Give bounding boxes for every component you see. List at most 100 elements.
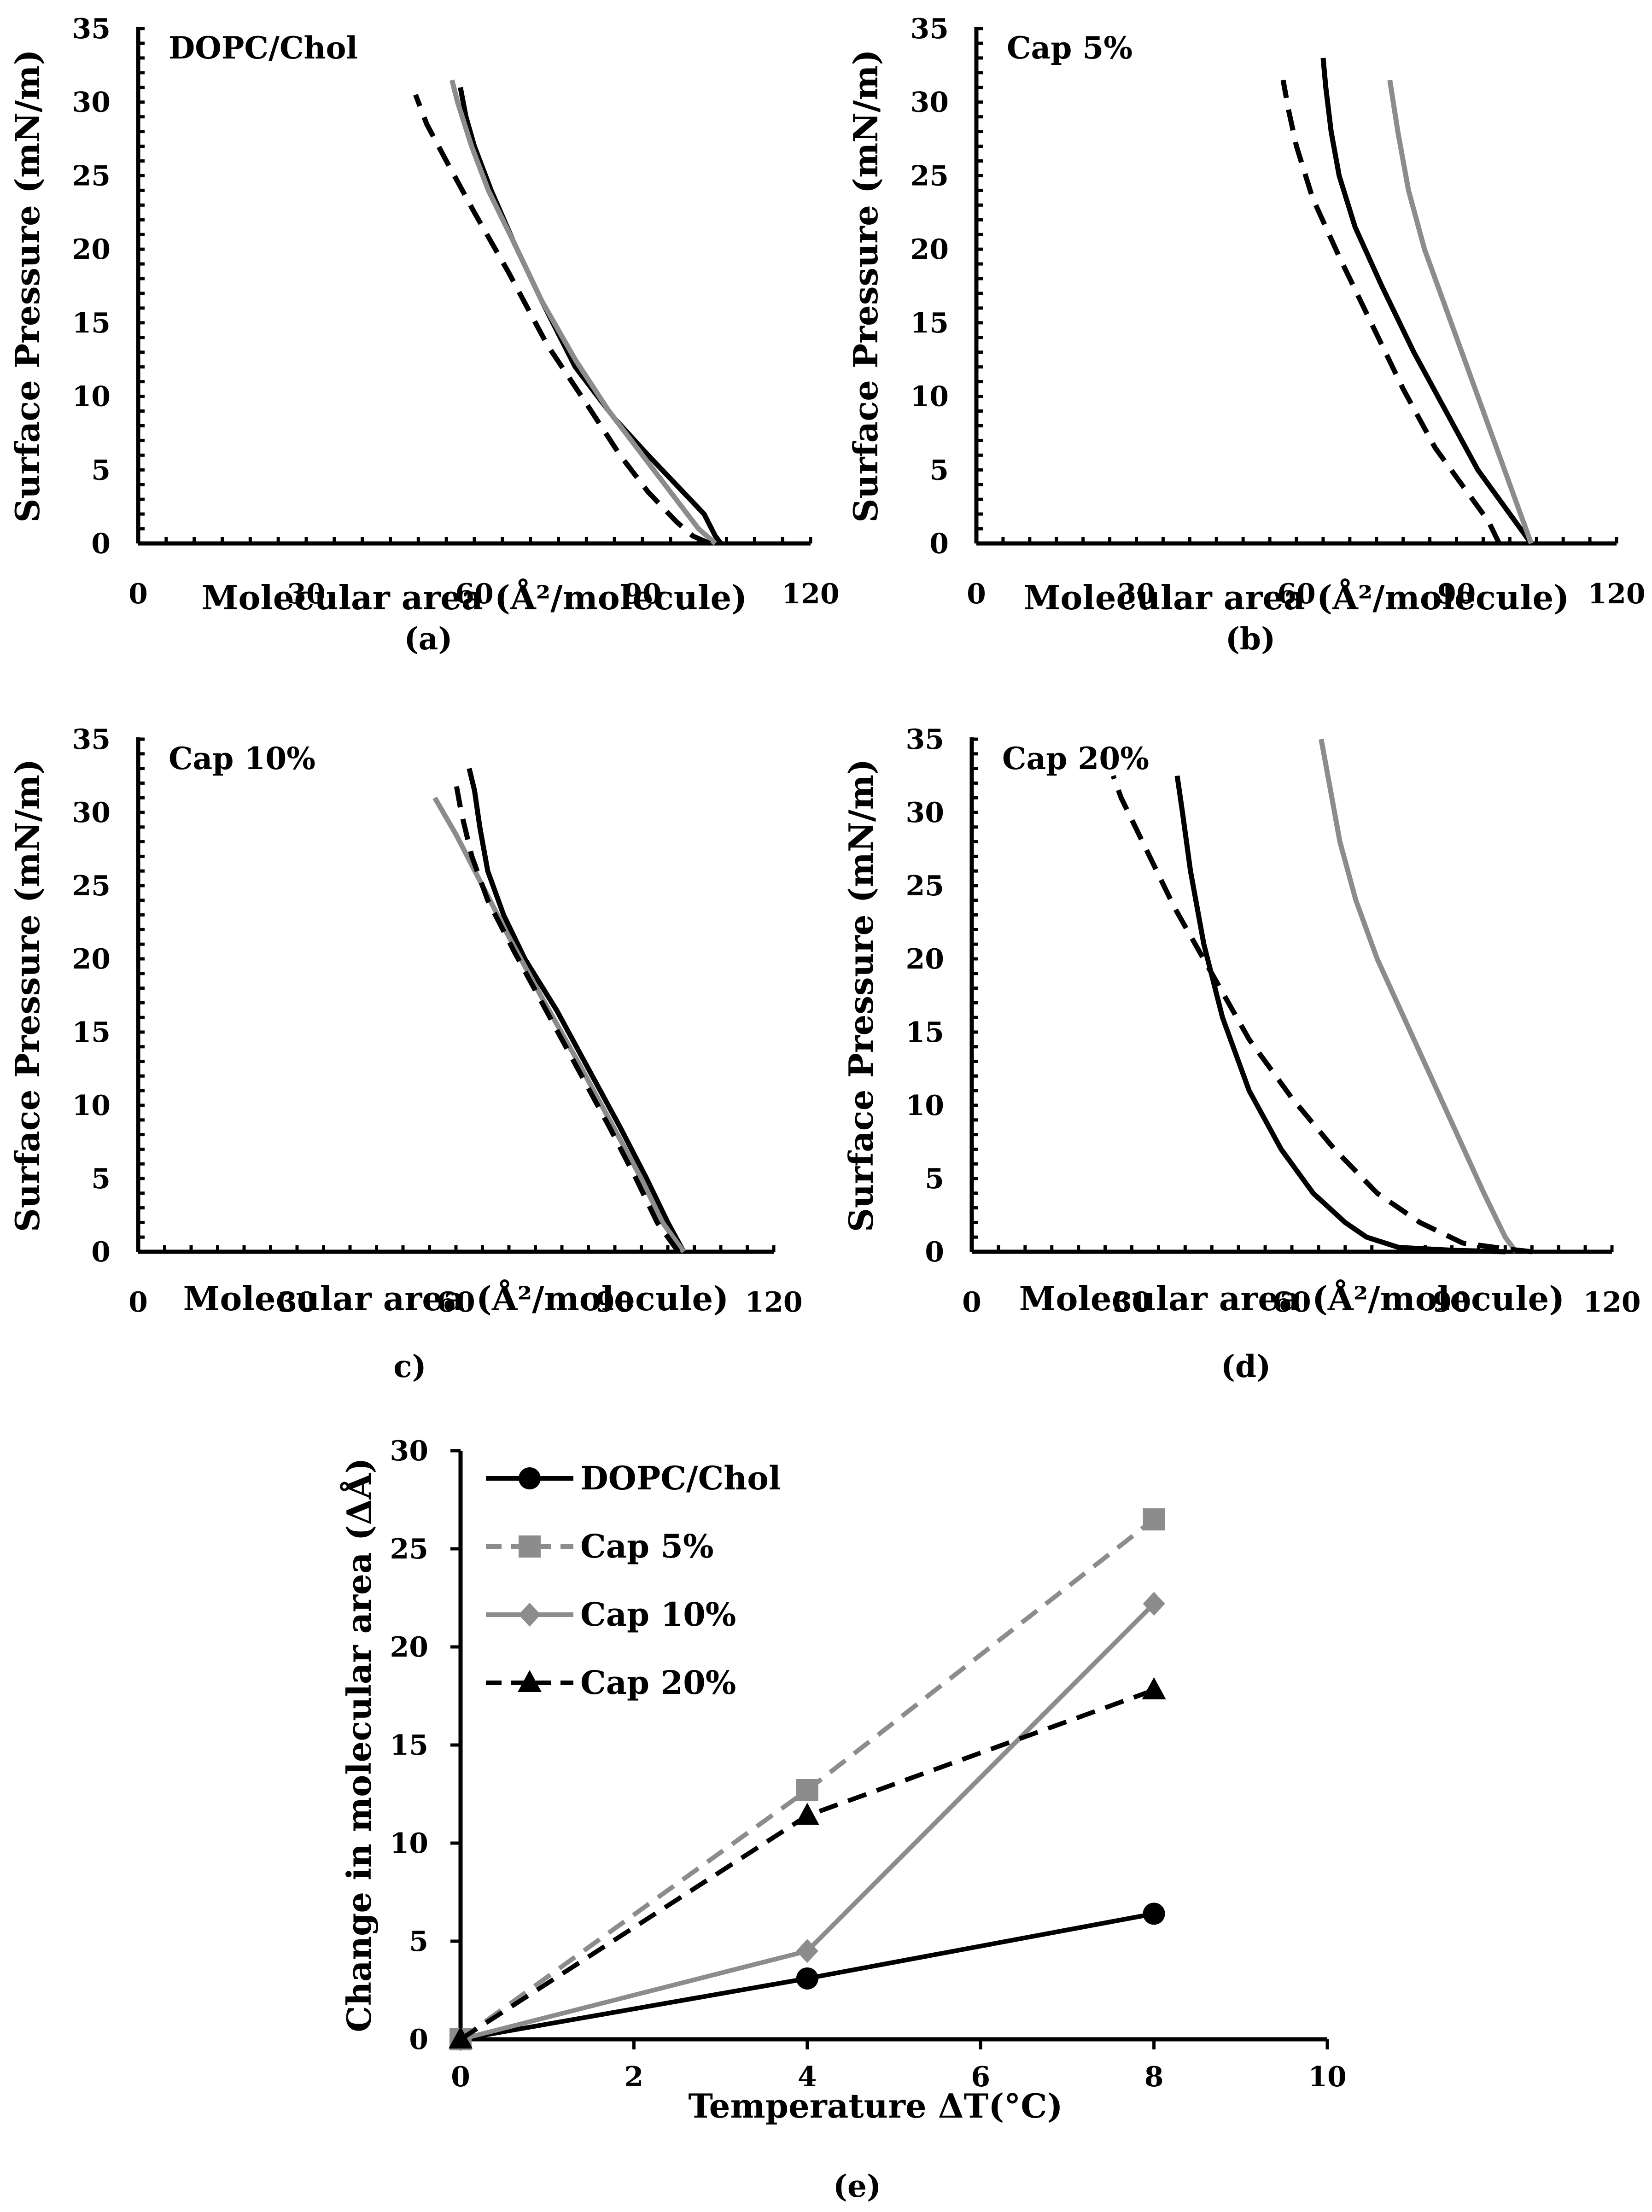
isotherm-line-solid-black	[1320, 58, 1534, 545]
y-tick-label: 10	[911, 381, 949, 413]
x-tick-label: 30	[1117, 578, 1156, 610]
x-axis-title: Temperature ΔT(°C)	[688, 2086, 1062, 2125]
x-tick-label: 120	[782, 578, 839, 610]
x-tick-label: 30	[287, 578, 326, 610]
panel-caption: (a)	[404, 621, 452, 657]
panel-title: Cap 5%	[1007, 30, 1132, 66]
isotherm-line-solid-gray	[1387, 79, 1534, 544]
y-axis-title: Surface Pressure (mN/m)	[841, 759, 881, 1232]
x-tick-label: 120	[1583, 1286, 1640, 1319]
y-tick-label: 10	[72, 1090, 111, 1122]
x-axis-title: Molecular area (Å²/molecule)	[202, 578, 747, 617]
isotherm-line-dashed-black	[1280, 79, 1502, 545]
y-tick-label: 15	[390, 1729, 429, 1762]
x-tick-label: 90	[1433, 1286, 1471, 1319]
x-tick-label: 60	[1277, 578, 1316, 610]
y-tick-label: 25	[72, 870, 111, 902]
y-tick-label: 20	[911, 233, 949, 266]
x-tick-label: 60	[437, 1286, 475, 1319]
legend-swatch-marker	[518, 1670, 542, 1692]
isotherm-line-dashed-black	[1110, 775, 1532, 1255]
y-tick-label: 30	[390, 1435, 429, 1467]
data-point-square	[796, 1779, 818, 1801]
legend-swatch-marker	[519, 1603, 541, 1627]
y-tick-label: 35	[72, 724, 111, 756]
y-tick-label: 0	[409, 2024, 428, 2056]
y-tick-label: 35	[72, 13, 111, 45]
y-tick-label: 20	[72, 943, 111, 975]
x-axis-title: Molecular area (Å²/molecule)	[1024, 578, 1570, 617]
y-tick-label: 5	[925, 1163, 944, 1195]
x-tick-label: 90	[595, 1286, 634, 1319]
y-tick-label: 10	[906, 1090, 945, 1122]
x-tick-label: 120	[745, 1286, 802, 1319]
panel-caption: c)	[393, 1348, 426, 1384]
panel-b: 0 5 10 15 20 25 30 35 0 30 60 90 120 Surface Pressure…	[846, 13, 1646, 657]
y-tick-label: 15	[72, 307, 111, 339]
x-tick-label: 60	[455, 578, 494, 610]
panel-caption: (d)	[1221, 1348, 1271, 1384]
y-axis-title: Change in molecular area (ΔÅ)	[339, 1458, 379, 2032]
y-tick-label: 10	[390, 1827, 429, 1860]
y-tick-label: 25	[72, 160, 111, 192]
x-tick-label: 0	[962, 1286, 981, 1319]
y-tick-label: 0	[91, 528, 111, 560]
legend-label: Cap 10%	[580, 1595, 736, 1634]
legend-label: Cap 20%	[580, 1663, 736, 1702]
x-tick-label: 30	[1113, 1286, 1151, 1319]
legend: DOPC/Chol Cap 5% Cap 10% Cap 20%	[486, 1459, 781, 1702]
isotherm-line-solid-gray	[1319, 739, 1518, 1254]
x-tick-label: 0	[451, 2061, 470, 2093]
x-tick-label: 30	[278, 1286, 316, 1319]
data-point-triangle	[795, 1803, 819, 1825]
isotherm-line-dashed-black	[453, 782, 681, 1254]
x-axis-title: Molecular area (Å²/molecule)	[1019, 1279, 1565, 1318]
isotherm-line-solid-black	[1174, 775, 1506, 1255]
isotherm-line-dashed-black	[413, 93, 711, 546]
x-tick-label: 6	[971, 2061, 990, 2093]
y-tick-label: 10	[72, 381, 111, 413]
y-tick-label: 25	[906, 870, 945, 902]
panel-caption: (e)	[833, 2168, 881, 2204]
y-axis-title: Surface Pressure (mN/m)	[8, 49, 47, 522]
panel-c: 0 5 10 15 20 25 30 35 0 30 60 90 120 Surface Pressure…	[8, 724, 803, 1384]
y-tick-label: 35	[911, 13, 949, 45]
y-tick-label: 5	[91, 1163, 111, 1195]
y-tick-label: 30	[72, 87, 111, 119]
y-tick-label: 0	[925, 1236, 944, 1268]
x-tick-label: 120	[1588, 578, 1645, 610]
isotherm-line-solid-black	[458, 87, 723, 545]
y-tick-label: 35	[906, 724, 945, 756]
y-tick-label: 0	[929, 528, 949, 560]
isotherm-line-solid-gray	[432, 796, 686, 1254]
data-point-triangle	[1142, 1677, 1166, 1699]
y-tick-label: 15	[906, 1016, 945, 1049]
x-tick-label: 8	[1144, 2061, 1164, 2093]
x-tick-label: 0	[967, 578, 986, 610]
panel-e: 0 5 10 15 20 25 30 0 2 4 6 8 10 Change in molecular a…	[339, 1435, 1347, 2204]
data-point-circle	[796, 1967, 818, 1990]
y-tick-label: 5	[91, 454, 111, 486]
y-tick-label: 20	[72, 233, 111, 266]
y-tick-label: 30	[72, 797, 111, 829]
legend-swatch-marker	[519, 1535, 541, 1558]
x-tick-label: 2	[625, 2061, 644, 2093]
data-point-diamond	[1143, 1592, 1165, 1616]
data-point-square	[1143, 1508, 1165, 1531]
x-tick-label: 10	[1308, 2061, 1347, 2093]
legend-label: Cap 5%	[580, 1527, 714, 1565]
y-tick-label: 30	[906, 797, 945, 829]
isotherm-line-solid-black	[467, 768, 686, 1253]
y-tick-label: 5	[929, 454, 949, 486]
data-point-diamond	[796, 1939, 818, 1963]
x-tick-label: 0	[128, 1286, 148, 1319]
y-tick-label: 15	[72, 1016, 111, 1049]
x-axis-title: Molecular area (Å²/molecule)	[183, 1279, 729, 1318]
y-axis-title: Surface Pressure (mN/m)	[846, 49, 885, 522]
panel-a: 0 5 10 15 20 25 30 35 0 30 60 90 120 Surface Pressure…	[8, 13, 840, 657]
isotherm-line-solid-gray	[449, 79, 717, 546]
legend-label: DOPC/Chol	[580, 1459, 781, 1497]
y-tick-label: 0	[91, 1236, 111, 1268]
y-tick-label: 5	[409, 1926, 428, 1958]
y-tick-label: 25	[911, 160, 949, 192]
